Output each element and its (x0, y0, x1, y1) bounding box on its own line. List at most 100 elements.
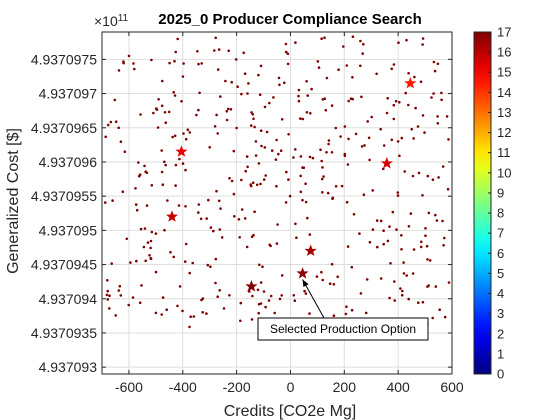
candidate-point (113, 98, 117, 102)
candidate-point (320, 270, 323, 274)
candidate-point (417, 171, 421, 175)
candidate-point (424, 234, 427, 237)
candidate-point (197, 108, 200, 112)
colorbar-tick-label: 15 (497, 65, 511, 80)
candidate-point (299, 117, 302, 120)
candidate-point (299, 190, 303, 194)
candidate-point (388, 225, 391, 228)
candidate-point (253, 125, 256, 129)
candidate-point (172, 255, 175, 259)
candidate-point (269, 294, 273, 298)
candidate-point (394, 99, 398, 103)
candidate-point (303, 289, 306, 293)
candidate-point (286, 62, 290, 66)
candidate-point (407, 71, 410, 75)
candidate-point (345, 305, 348, 309)
candidate-point (436, 62, 440, 66)
candidate-point (440, 91, 443, 95)
candidate-point (262, 290, 266, 293)
candidate-point (138, 301, 142, 305)
candidate-point (401, 289, 404, 293)
candidate-point (405, 38, 408, 42)
candidate-point (366, 120, 370, 123)
candidate-point (150, 230, 154, 234)
candidate-point (277, 152, 280, 156)
candidate-point (304, 200, 308, 204)
candidate-point (218, 228, 222, 231)
candidate-point (106, 289, 109, 293)
candidate-point (287, 178, 290, 181)
candidate-point (441, 165, 445, 168)
candidate-point (225, 118, 229, 122)
candidate-point (416, 125, 420, 128)
candidate-point (127, 303, 130, 307)
candidate-point (330, 104, 334, 107)
colorbar-tick-label: 13 (497, 105, 511, 120)
plot-area (102, 32, 452, 374)
candidate-point (252, 233, 255, 237)
candidate-point (382, 144, 386, 147)
candidate-point (285, 170, 288, 174)
candidate-point (332, 283, 336, 286)
candidate-point (192, 315, 196, 318)
candidate-point (146, 241, 150, 244)
candidate-point (154, 232, 158, 235)
candidate-point (178, 157, 181, 161)
candidate-point (257, 311, 261, 315)
candidate-point (165, 308, 168, 312)
candidate-point (214, 36, 217, 40)
candidate-point (360, 95, 363, 99)
candidate-point (263, 105, 267, 109)
candidate-point (414, 106, 417, 110)
candidate-point (445, 115, 449, 118)
candidate-point (242, 51, 245, 55)
candidate-point (430, 96, 433, 99)
candidate-point (257, 73, 260, 77)
candidate-point (389, 262, 392, 265)
candidate-point (276, 223, 279, 226)
candidate-point (108, 294, 111, 298)
candidate-point (382, 229, 385, 232)
candidate-point (310, 87, 313, 91)
candidate-point (256, 288, 260, 292)
candidate-point (280, 274, 284, 277)
candidate-point (173, 134, 177, 138)
candidate-point (255, 183, 259, 187)
candidate-point (184, 137, 188, 141)
candidate-point (350, 308, 354, 312)
colorbar-tick-label: 14 (497, 85, 511, 100)
candidate-point (176, 37, 179, 41)
candidate-point (275, 184, 278, 188)
candidate-point (404, 91, 408, 95)
candidate-point (160, 149, 163, 152)
candidate-point (261, 265, 264, 269)
candidate-point (188, 131, 192, 134)
candidate-point (382, 242, 386, 246)
candidate-point (320, 177, 324, 181)
candidate-point (152, 111, 155, 115)
candidate-point (254, 154, 258, 157)
candidate-point (247, 82, 250, 85)
candidate-point (263, 146, 267, 149)
candidate-point (349, 97, 353, 100)
candidate-point (279, 149, 283, 152)
candidate-point (440, 98, 443, 102)
candidate-point (421, 37, 425, 40)
candidate-point (324, 108, 328, 112)
candidate-point (371, 189, 375, 192)
annotation-box (257, 317, 429, 341)
candidate-point (297, 88, 301, 92)
candidate-point (117, 69, 121, 72)
candidate-point (214, 257, 218, 261)
candidate-point (163, 160, 166, 164)
candidate-point (251, 181, 255, 184)
candidate-point (443, 236, 446, 240)
candidate-point (233, 215, 236, 218)
candidate-point (161, 296, 165, 299)
colorbar-tick-label: 5 (497, 266, 504, 281)
candidate-point (174, 50, 177, 54)
colorbar-tick-label: 2 (497, 326, 504, 341)
candidate-point (264, 305, 267, 309)
candidate-point (235, 126, 238, 130)
candidate-point (305, 111, 309, 114)
